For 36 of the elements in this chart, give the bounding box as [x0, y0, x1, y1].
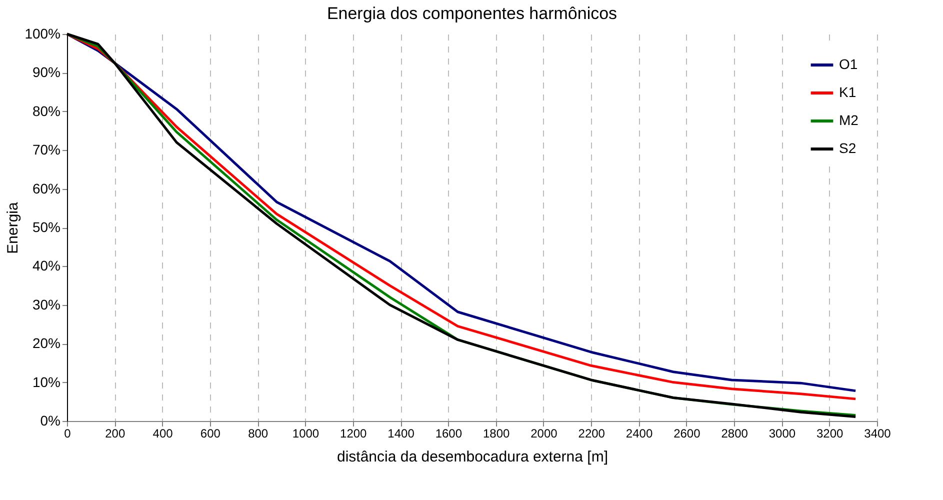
- y-tick-label: 90%: [32, 64, 60, 80]
- y-tick-label: 40%: [32, 258, 60, 274]
- x-tick-label: 1800: [482, 426, 510, 440]
- y-tick-label: 60%: [32, 180, 60, 196]
- y-tick-label: 20%: [32, 335, 60, 352]
- legend-label: M2: [839, 112, 859, 128]
- y-tick-label: 80%: [32, 102, 60, 119]
- chart-title: Energia dos componentes harmônicos: [326, 4, 618, 23]
- x-tick-label: 600: [200, 426, 221, 440]
- x-tick-label: 3200: [816, 426, 844, 440]
- x-tick-label: 800: [248, 426, 268, 440]
- y-tick-label: 30%: [32, 296, 60, 312]
- x-tick-label: 3000: [768, 426, 796, 440]
- x-tick-label: 1000: [292, 426, 320, 440]
- x-tick-label: 2000: [530, 426, 558, 440]
- y-tick-label: 70%: [32, 142, 60, 158]
- x-tick-label: 400: [152, 426, 174, 440]
- y-axis-title: Energia: [4, 201, 22, 254]
- x-tick-label: 2600: [674, 426, 701, 440]
- y-tick-label: 100%: [24, 26, 60, 42]
- legend-label: K1: [839, 84, 856, 100]
- y-tick-label: 0%: [40, 412, 60, 428]
- y-tick-label: 50%: [32, 219, 60, 235]
- x-axis-title: distância da desembocadura externa [m]: [337, 448, 608, 466]
- x-tick-label: 2200: [578, 426, 606, 440]
- x-tick-label: 1400: [388, 426, 415, 440]
- x-tick-label: 3400: [864, 426, 892, 440]
- legend-label: O1: [839, 56, 858, 72]
- x-tick-label: 2400: [626, 426, 653, 440]
- x-tick-label: 1600: [435, 426, 462, 440]
- y-tick-label: 10%: [32, 374, 60, 390]
- x-tick-label: 0: [64, 426, 72, 440]
- x-tick-label: 2800: [721, 426, 748, 440]
- x-tick-label: 1200: [340, 426, 368, 440]
- legend-label: S2: [839, 140, 856, 156]
- x-tick-label: 200: [105, 426, 126, 440]
